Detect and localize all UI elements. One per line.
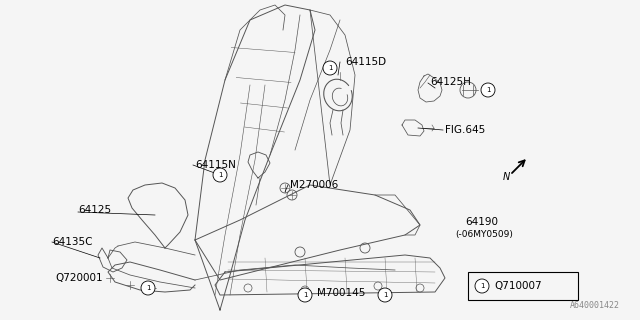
Text: Q710007: Q710007 bbox=[494, 281, 541, 291]
Text: M700145: M700145 bbox=[317, 288, 365, 298]
Text: N: N bbox=[502, 172, 509, 182]
Circle shape bbox=[323, 61, 337, 75]
Circle shape bbox=[213, 168, 227, 182]
Text: 1: 1 bbox=[383, 292, 387, 298]
Text: Q720001: Q720001 bbox=[55, 273, 102, 283]
Text: A640001422: A640001422 bbox=[570, 301, 620, 310]
Text: 64190: 64190 bbox=[465, 217, 498, 227]
Text: 64135C: 64135C bbox=[52, 237, 93, 247]
Text: M270006: M270006 bbox=[290, 180, 339, 190]
Bar bbox=[468, 272, 578, 300]
Circle shape bbox=[475, 279, 489, 293]
Circle shape bbox=[298, 288, 312, 302]
Text: FIG.645: FIG.645 bbox=[445, 125, 485, 135]
Text: 1: 1 bbox=[146, 285, 150, 291]
Text: 64115N: 64115N bbox=[195, 160, 236, 170]
Text: 1: 1 bbox=[218, 172, 222, 178]
Text: (-06MY0509): (-06MY0509) bbox=[455, 230, 513, 239]
Text: 64125: 64125 bbox=[78, 205, 111, 215]
Text: 64125H: 64125H bbox=[430, 77, 471, 87]
Text: 1: 1 bbox=[328, 65, 332, 71]
Text: 1: 1 bbox=[303, 292, 307, 298]
Text: 1: 1 bbox=[486, 87, 490, 93]
Circle shape bbox=[141, 281, 155, 295]
Circle shape bbox=[378, 288, 392, 302]
Circle shape bbox=[481, 83, 495, 97]
Text: 64115D: 64115D bbox=[345, 57, 386, 67]
Text: 1: 1 bbox=[480, 283, 484, 289]
